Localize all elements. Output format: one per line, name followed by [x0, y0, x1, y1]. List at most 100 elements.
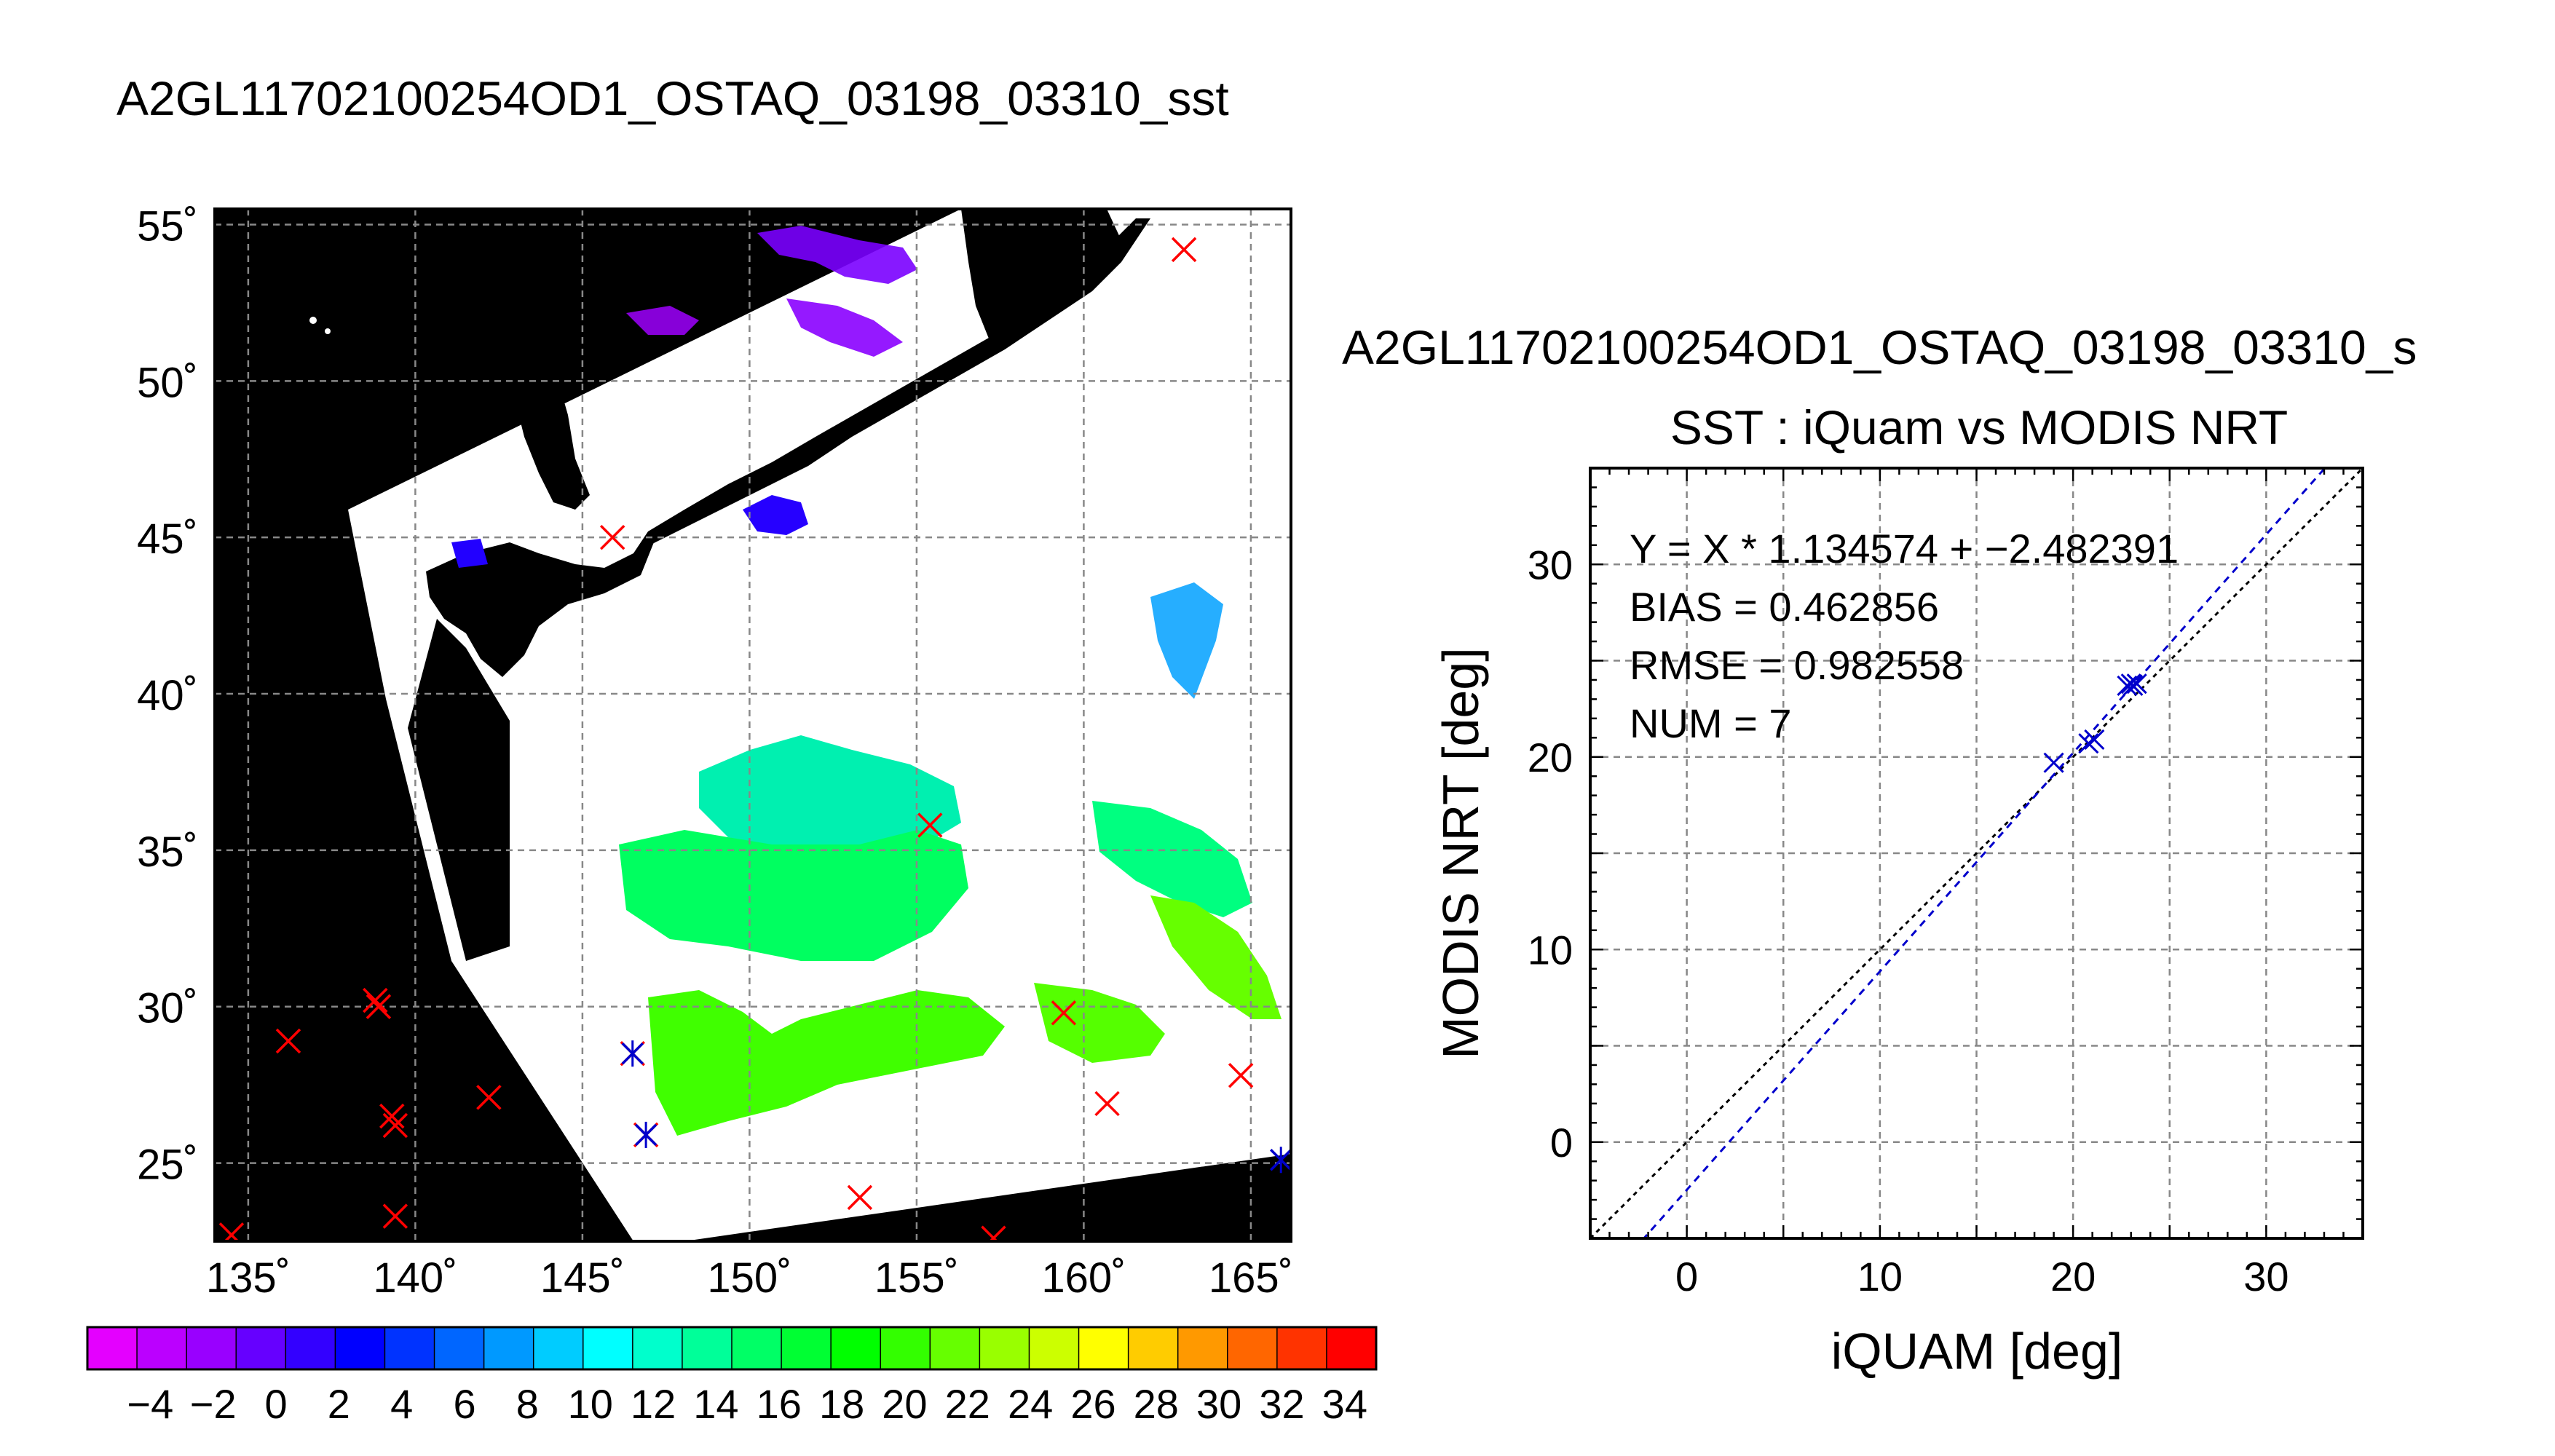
island-dot [325, 328, 331, 334]
one-to-one-line [1590, 468, 2363, 1238]
insitu-marker [1228, 1063, 1254, 1088]
insitu-marker [379, 1103, 405, 1129]
x-tick-label: 20 [2050, 1254, 2096, 1299]
colorbar-label: 14 [693, 1381, 738, 1427]
map-grid [215, 209, 1291, 1241]
y-tick-label: 0 [1550, 1120, 1573, 1166]
insitu-marker-stroke [988, 1225, 1006, 1241]
insitu-marker-stroke [363, 987, 388, 1013]
colorbar-cell [682, 1327, 732, 1369]
bias-stat: BIAS = 0.462856 [1630, 584, 1939, 630]
colorbar-cell [285, 1327, 336, 1369]
land-hokkaido [426, 539, 655, 677]
colorbar-label: 16 [757, 1381, 802, 1427]
insitu-marker [275, 1028, 301, 1054]
land-kuril-arc [633, 218, 1150, 553]
colorbar-label: 8 [516, 1381, 539, 1427]
sst-patch-coast [451, 539, 488, 568]
sst-patch-south-1 [648, 990, 1005, 1136]
colorbar-cell [831, 1327, 881, 1369]
longitude-labels: 135˚ 140˚ 145˚ 150˚ 155˚ 160˚ 165˚ [206, 1254, 1293, 1302]
scatter-plot: 0 10 20 30 0 10 20 30 Y = X * 1.134574 + −2.482… [1432, 467, 2364, 1380]
colorbar-cell [1227, 1327, 1278, 1369]
scatter-point-stroke [2126, 673, 2147, 695]
colorbar-cell [1326, 1327, 1377, 1369]
scatter-point [2126, 673, 2147, 695]
x-axis-label: iQUAM [deg] [1831, 1323, 2123, 1380]
insitu-marker [363, 987, 388, 1013]
insitu-marker [366, 994, 392, 1019]
colorbar-frame [86, 1326, 1378, 1371]
colorbar-label: −2 [190, 1381, 237, 1427]
colorbar-cell [930, 1327, 980, 1369]
sst-patch-south-2 [1034, 983, 1165, 1063]
insitu-marker [1171, 237, 1197, 263]
insitu-marker-stroke [275, 1028, 301, 1054]
colorbar-cell [236, 1327, 286, 1369]
scatter-point-stroke [2043, 752, 2064, 773]
sst-patch-kuroshio [699, 735, 961, 852]
insitu-marker-stroke [917, 812, 943, 838]
colorbar-cell [1177, 1327, 1228, 1369]
colorbar-cell [87, 1327, 138, 1369]
sst-patch-east-cool [1150, 582, 1223, 699]
lon-tick-label: 165˚ [1209, 1254, 1293, 1302]
x-tick-label: 10 [1857, 1254, 1903, 1299]
insitu-marker-stroke [1051, 1000, 1077, 1026]
lat-tick-label: 25˚ [137, 1142, 198, 1189]
colorbar-cell [335, 1327, 385, 1369]
satellite-swath [348, 209, 1291, 1241]
colorbar-label: 0 [264, 1381, 287, 1427]
insitu-marker-stroke [379, 1103, 405, 1129]
scatter-point [2122, 675, 2144, 696]
colorbar-label: 22 [945, 1381, 990, 1427]
insitu-marker [1051, 1000, 1077, 1026]
sst-patch-south-3 [1150, 895, 1282, 1019]
insitu-marker [476, 1085, 502, 1110]
colorbar-label: 10 [568, 1381, 613, 1427]
colorbar-cell [732, 1327, 782, 1369]
insitu-marker-stroke [223, 1222, 245, 1241]
latitude-labels: 55˚ 50˚ 45˚ 40˚ 35˚ 30˚ 25˚ [137, 202, 198, 1188]
lon-tick-label: 135˚ [206, 1254, 291, 1302]
lon-tick-label: 140˚ [373, 1254, 457, 1302]
y-tick-label: 30 [1528, 542, 1573, 587]
insitu-marker-stroke [599, 524, 625, 550]
colorbar-cell [632, 1327, 683, 1369]
scatter-title: SST : iQuam vs MODIS NRT [1670, 400, 2288, 454]
map-frame [213, 207, 1292, 1243]
y-tick-label: 20 [1528, 735, 1573, 780]
insitu-markers [218, 237, 1254, 1241]
colorbar-cell [186, 1327, 237, 1369]
colorbar-cell [880, 1327, 931, 1369]
lon-tick-label: 150˚ [707, 1254, 791, 1302]
colorbar-cell [1128, 1327, 1179, 1369]
colorbar-label: 32 [1259, 1381, 1304, 1427]
sst-patch-cold-okhotsk [626, 306, 699, 335]
map-title: A2GL11702100254OD1_OSTAQ_03198_03310_sst [117, 71, 1229, 125]
colorbar-cell [533, 1327, 584, 1369]
insitu-marker [599, 524, 625, 550]
lat-tick-label: 55˚ [137, 202, 198, 250]
num-stat: NUM = 7 [1630, 700, 1792, 746]
colorbar-label: 34 [1322, 1381, 1367, 1427]
colorbar-label: 28 [1134, 1381, 1179, 1427]
colorbar-label: 6 [453, 1381, 475, 1427]
colorbar-cell [1078, 1327, 1129, 1369]
insitu-marker-stroke [1094, 1091, 1120, 1117]
land-sakhalin [510, 306, 590, 510]
colorbar: −4 −2 0 2 4 6 8 10 12 14 16 18 20 22 24 26 28 30 32 34 [86, 1326, 1378, 1427]
lon-tick-label: 145˚ [540, 1254, 625, 1302]
land-honshu [408, 619, 510, 961]
scatter-point [2043, 752, 2064, 773]
colorbar-label: 4 [390, 1381, 413, 1427]
colorbar-label: 26 [1070, 1381, 1115, 1427]
insitu-marker [917, 812, 943, 838]
island-dot [309, 317, 317, 324]
fit-equation: Y = X * 1.134574 + −2.482391 [1630, 526, 2179, 571]
colorbar-label: 30 [1196, 1381, 1241, 1427]
insitu-marker [1094, 1091, 1120, 1117]
insitu-marker-stroke [382, 1112, 408, 1139]
scatter-point [2084, 729, 2105, 751]
